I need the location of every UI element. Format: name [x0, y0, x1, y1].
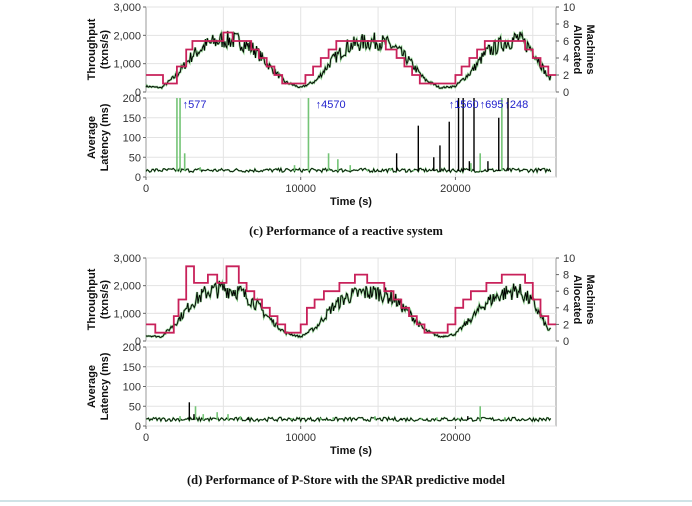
- d-bottom-ytick-label: 150: [123, 362, 141, 374]
- d-bottom-ylabel-2: Latency (ms): [99, 352, 111, 420]
- d-top-ylabel-2: (txns/s): [99, 280, 111, 319]
- d-bottom-ytick-label: 0: [135, 421, 141, 433]
- c-bottom-ytick-label: 200: [123, 93, 141, 105]
- d-bottom-xtick-label: 20000: [440, 432, 471, 444]
- c-top-ytick-right-label: 6: [563, 36, 569, 48]
- d-bottom-xtick-label: 10000: [285, 432, 316, 444]
- c-top-ytick-label: 2,000: [113, 30, 141, 42]
- d-bottom-xlabel: Time (s): [330, 445, 372, 457]
- d-top-ytick-label: 0: [135, 336, 141, 348]
- c-bottom-ylabel-1: Average: [86, 116, 98, 159]
- d-top-ytick-label: 3,000: [113, 253, 141, 265]
- d-top-ytick-right-label: 8: [563, 270, 569, 282]
- c-bottom-ytick-label: 150: [123, 113, 141, 125]
- d-top-ylabel-right-1: Machines: [584, 274, 596, 324]
- d-top-ytick-label: 1,000: [113, 308, 141, 320]
- c-bottom-ytick-label: 100: [123, 133, 141, 145]
- c-bottom-ytick-label: 0: [135, 172, 141, 184]
- d-top-ytick-right-label: 6: [563, 286, 569, 298]
- c-top-ytick-right-label: 2: [563, 70, 569, 82]
- c-top-ytick-right-label: 8: [563, 19, 569, 31]
- caption-c: (c) Performance of a reactive system: [249, 224, 443, 238]
- d-top-ytick-right-label: 2: [563, 319, 569, 331]
- c-bottom-ylabel-2: Latency (ms): [99, 103, 111, 171]
- d-top-ytick-label: 2,000: [113, 281, 141, 293]
- c-top-ytick-label: 0: [135, 87, 141, 99]
- c-bottom-annotation: ↑4570: [316, 99, 346, 111]
- d-top-ytick-right-label: 0: [563, 336, 569, 348]
- c-top-ylabel-1: Throughput: [86, 18, 98, 80]
- c-bottom-xtick-label: 10000: [285, 183, 316, 195]
- c-bottom-latency-line: [145, 167, 552, 174]
- caption-d: (d) Performance of P-Store with the SPAR…: [187, 473, 505, 487]
- c-bottom-annotation: ↑577: [183, 99, 207, 111]
- c-top-ytick-right-label: 0: [563, 87, 569, 99]
- d-bottom-ytick-label: 100: [123, 382, 141, 394]
- c-top-ylabel-2: (txns/s): [99, 30, 111, 69]
- c-top-ylabel-right-1: Machines: [584, 24, 596, 74]
- d-top-ytick-right-label: 10: [563, 253, 575, 265]
- c-bottom-xtick-label: 0: [143, 183, 149, 195]
- c-top-ylabel-right-2: Allocated: [571, 25, 583, 75]
- c-bottom-xlabel: Time (s): [330, 196, 372, 208]
- d-bottom-ytick-label: 200: [123, 342, 141, 354]
- d-bottom-latency-line: [146, 416, 552, 423]
- d-top-ytick-right-label: 4: [563, 303, 569, 315]
- c-bottom-annotation: ↑1560: [449, 99, 479, 111]
- d-top-ylabel-right-2: Allocated: [571, 275, 583, 325]
- c-top-ytick-label: 3,000: [113, 2, 141, 14]
- d-bottom-ytick-label: 50: [129, 401, 141, 413]
- c-bottom-ytick-label: 50: [129, 152, 141, 164]
- d-top-machines-line: [146, 265, 556, 334]
- d-top-throughput-line: [145, 280, 551, 338]
- d-top-ylabel-1: Throughput: [86, 268, 98, 330]
- c-top-ytick-right-label: 10: [563, 2, 575, 14]
- c-top-machines-line: [146, 31, 556, 85]
- c-bottom-annotation: ↑695: [480, 99, 504, 111]
- c-bottom-annotation: ↑248: [504, 99, 528, 111]
- c-top-ytick-label: 1,000: [113, 59, 141, 71]
- c-top-ytick-right-label: 4: [563, 53, 569, 65]
- d-bottom-ylabel-1: Average: [86, 365, 98, 408]
- c-bottom-xtick-label: 20000: [440, 183, 471, 195]
- d-bottom-xtick-label: 0: [143, 432, 149, 444]
- bottom-rule: [0, 500, 692, 502]
